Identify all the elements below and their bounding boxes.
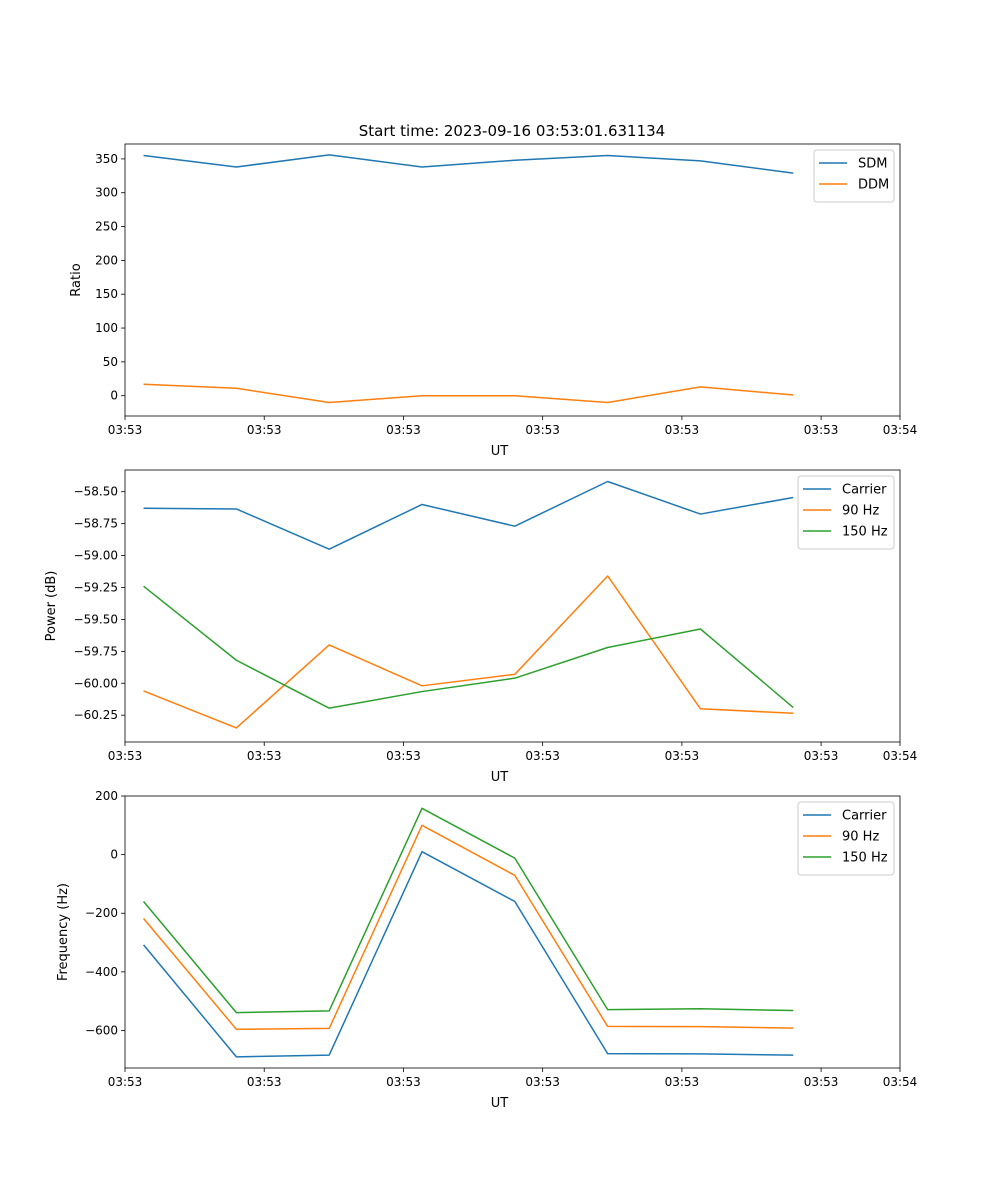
legend-label-sdm: SDM: [858, 157, 887, 172]
x-tick-label: 03:53: [108, 1075, 143, 1089]
x-tick-label: 03:53: [108, 423, 143, 437]
subplot-3: 03:53 03:53 03:53 03:53 03:53 03:53 03:54−600−…: [56, 789, 917, 1111]
y-tick-label: 100: [95, 321, 118, 335]
x-tick-label: 03:53: [386, 423, 421, 437]
y-axis-ticks: 0 50 100 150 200 250 300 350: [95, 152, 125, 403]
y-axis-label: Frequency (Hz): [56, 883, 71, 981]
subplot-2: 03:53 03:53 03:53 03:53 03:53 03:53 03:54 −60.2…: [44, 469, 918, 785]
x-axis-ticks: 03:53 03:53 03:53 03:53 03:53 03:53 03:54: [108, 416, 918, 437]
x-axis-label: UT: [491, 770, 509, 785]
series-line-150-hz: [143, 585, 794, 709]
axes-frame: [124, 143, 901, 417]
x-tick-label: 03:53: [386, 1075, 421, 1089]
x-tick-label: 03:53: [247, 749, 282, 763]
x-tick-label: 03:53: [665, 749, 700, 763]
x-axis-ticks: 03:53 03:53 03:53 03:53 03:53 03:53 03:54: [108, 1068, 918, 1089]
series-lines: [143, 480, 794, 729]
legend-label-150-hz: 150 Hz: [842, 851, 888, 866]
x-tick-label: 03:54: [883, 1075, 918, 1089]
y-tick-label: −59.50: [74, 612, 118, 626]
x-axis-label: UT: [491, 1096, 509, 1111]
y-tick-label: −59.25: [74, 580, 118, 594]
y-tick-label: −200: [85, 906, 118, 920]
y-tick-label: −58.75: [74, 517, 118, 531]
y-tick-label: −59.75: [74, 644, 118, 658]
y-tick-label: 300: [95, 186, 118, 200]
x-tick-label: 03:53: [525, 749, 560, 763]
y-tick-label: 200: [95, 253, 118, 267]
y-tick-label: 150: [95, 287, 118, 301]
series-lines: [142, 807, 794, 1058]
x-tick-label: 03:54: [883, 749, 918, 763]
x-tick-label: 03:53: [804, 423, 839, 437]
y-tick-label: 0: [110, 848, 118, 862]
x-tick-label: 03:54: [883, 423, 918, 437]
series-line-ddm: [143, 383, 794, 404]
y-tick-label: −60.00: [74, 676, 118, 690]
subplot-1: 03:53 03:53 03:53 03:53 03:53 03:53 03:54 0 50 10…: [69, 143, 918, 459]
y-tick-label: −600: [85, 1023, 118, 1037]
axes-frame: [124, 469, 901, 743]
x-tick-label: 03:53: [247, 423, 282, 437]
legend: SDM DDM: [813, 149, 895, 203]
y-tick-label: 250: [95, 220, 118, 234]
x-tick-label: 03:53: [525, 423, 560, 437]
series-lines: [143, 154, 794, 404]
y-tick-label: −400: [85, 965, 118, 979]
y-axis-ticks: −60.25 −60.00 −59.75 −59.50 −59.25 −59.00 −58.…: [74, 485, 125, 722]
y-tick-label: 350: [95, 152, 118, 166]
legend-label-150-hz: 150 Hz: [842, 525, 888, 540]
x-tick-label: 03:53: [804, 1075, 839, 1089]
y-axis-ticks: −600 −400 −200 0 200: [85, 789, 125, 1037]
legend: Carrier 90 Hz 150 Hz: [797, 801, 895, 876]
y-tick-label: 0: [110, 389, 118, 403]
y-tick-label: −58.50: [74, 485, 118, 499]
y-axis-label: Power (dB): [44, 571, 59, 642]
subplots: 03:53 03:53 03:53 03:53 03:53 03:53 03:54 0 50 10…: [44, 143, 918, 1111]
legend-label-90-hz: 90 Hz: [842, 830, 879, 845]
y-tick-label: −60.25: [74, 708, 118, 722]
figure-title: Start time: 2023-09-16 03:53:01.631134: [359, 122, 665, 140]
x-axis-label: UT: [491, 444, 509, 459]
x-tick-label: 03:53: [386, 749, 421, 763]
series-line-90-hz: [143, 575, 794, 729]
series-line-sdm: [143, 154, 794, 174]
y-tick-label: −59.00: [74, 549, 118, 563]
series-line-150-hz: [142, 807, 794, 1014]
series-line-carrier: [143, 480, 794, 550]
axes-frame: [124, 795, 901, 1069]
x-tick-label: 03:53: [247, 1075, 282, 1089]
legend-label-carrier: Carrier: [842, 483, 887, 498]
series-line-90-hz: [142, 824, 794, 1031]
y-tick-label: 200: [95, 789, 118, 803]
x-tick-label: 03:53: [804, 749, 839, 763]
legend-label-90-hz: 90 Hz: [842, 504, 879, 519]
legend: Carrier 90 Hz 150 Hz: [797, 475, 895, 550]
x-tick-label: 03:53: [665, 423, 700, 437]
y-axis-label: Ratio: [69, 263, 84, 296]
x-tick-label: 03:53: [525, 1075, 560, 1089]
legend-label-ddm: DDM: [858, 178, 889, 193]
y-tick-label: 50: [103, 355, 118, 369]
x-tick-label: 03:53: [665, 1075, 700, 1089]
series-line-carrier: [142, 850, 794, 1058]
legend-label-carrier: Carrier: [842, 809, 887, 824]
x-tick-label: 03:53: [108, 749, 143, 763]
x-axis-ticks: 03:53 03:53 03:53 03:53 03:53 03:53 03:54: [108, 742, 918, 763]
